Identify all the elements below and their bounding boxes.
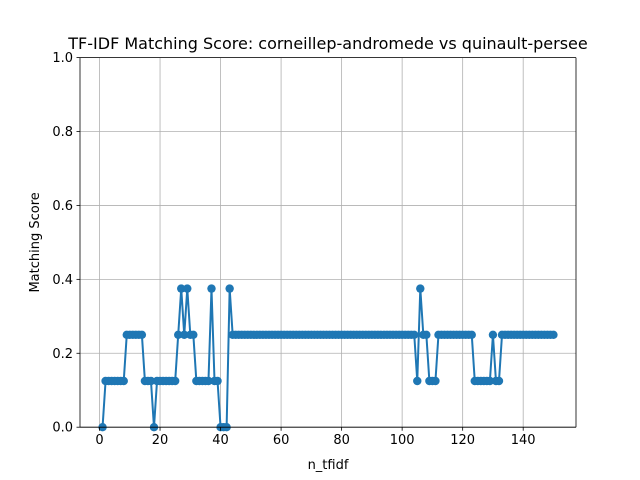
x-tick-label: 0	[95, 433, 103, 448]
data-point	[549, 330, 558, 339]
data-point	[170, 376, 180, 386]
data-point	[183, 284, 192, 293]
data-point	[180, 330, 189, 339]
x-tick-label: 20	[152, 433, 169, 448]
data-point	[488, 330, 498, 339]
chart-title: TF-IDF Matching Score: corneillep-androm…	[67, 34, 587, 53]
y-tick-label: 0.2	[52, 347, 73, 362]
x-axis-ticks: 0 20 40 60 80 100 120 140	[95, 427, 536, 448]
y-tick-label: 0.0	[52, 421, 73, 436]
data-point	[204, 376, 213, 386]
x-tick-label: 40	[212, 433, 229, 448]
y-axis-ticks: 0.0 0.2 0.4 0.6 0.8 1.0	[52, 51, 80, 436]
x-tick-label: 60	[273, 433, 290, 448]
data-point	[146, 376, 156, 386]
x-tick-label: 80	[333, 433, 350, 448]
data-point	[137, 330, 147, 339]
axes-frame	[79, 57, 577, 428]
data-point	[485, 376, 495, 386]
y-axis-label: Matching Score	[28, 192, 43, 292]
data-point	[410, 330, 419, 339]
y-tick-label: 0.8	[52, 125, 73, 140]
data-point	[177, 284, 186, 293]
x-tick-label: 140	[511, 433, 536, 448]
data-point	[467, 330, 476, 339]
plot-area	[80, 57, 576, 428]
data-point	[119, 376, 128, 386]
y-tick-label: 0.6	[52, 199, 73, 214]
x-axis-label: n_tfidf	[308, 458, 349, 473]
data-point	[213, 376, 222, 386]
data-point	[431, 376, 440, 386]
series-layer	[98, 284, 558, 432]
data-point	[422, 330, 431, 339]
data-point	[494, 376, 504, 386]
y-tick-label: 0.4	[52, 273, 73, 288]
data-point	[416, 284, 425, 293]
data-point	[174, 330, 183, 339]
x-tick-label: 100	[390, 433, 415, 448]
data-point	[413, 376, 422, 386]
x-tick-label: 120	[450, 433, 475, 448]
data-point	[207, 284, 216, 293]
y-tick-label: 1.0	[52, 51, 73, 66]
data-point	[225, 284, 234, 293]
data-point	[189, 330, 198, 339]
